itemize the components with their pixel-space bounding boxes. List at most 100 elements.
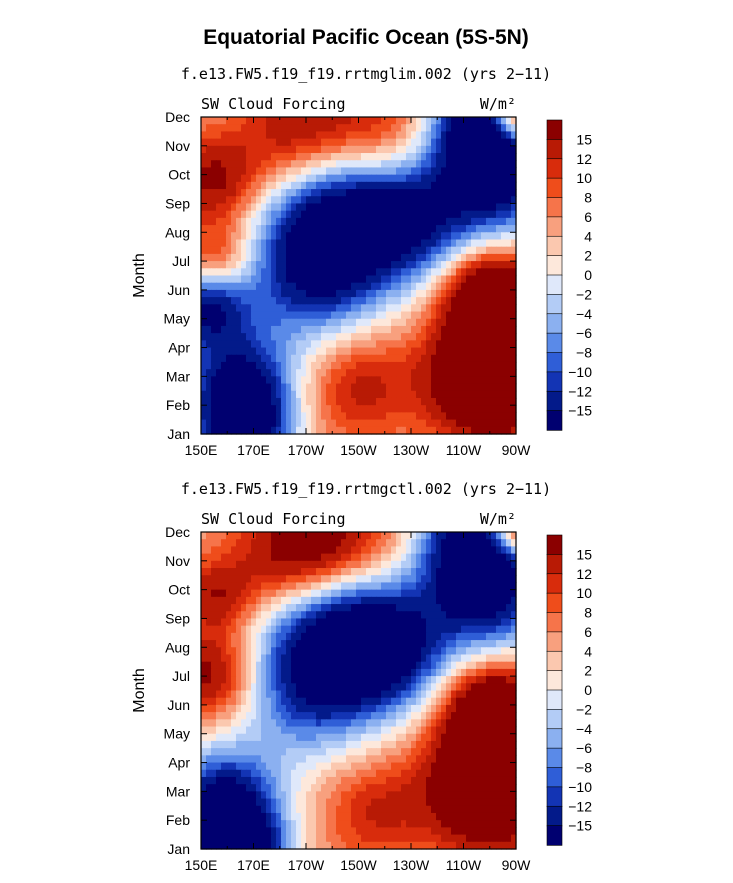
heatmap-cell — [271, 131, 277, 140]
heatmap-cell — [351, 167, 357, 176]
heatmap-cell — [226, 582, 232, 591]
heatmap-cell — [436, 167, 442, 176]
heatmap-cell — [341, 697, 347, 706]
heatmap-cell — [361, 318, 367, 327]
heatmap-cell — [306, 661, 312, 670]
heatmap-cell — [511, 733, 517, 742]
heatmap-cell — [346, 117, 352, 125]
heatmap-cell — [476, 589, 482, 598]
heatmap-cell — [201, 632, 207, 641]
heatmap-cell — [266, 160, 272, 169]
heatmap-cell — [366, 668, 372, 677]
heatmap-cell — [366, 596, 372, 605]
heatmap-cell — [326, 582, 332, 591]
heatmap-cell — [321, 232, 327, 241]
heatmap-cell — [221, 560, 227, 569]
heatmap-cell — [501, 210, 507, 219]
heatmap-cell — [246, 589, 252, 598]
heatmap-cell — [431, 676, 437, 684]
heatmap-cell — [231, 275, 237, 284]
heatmap-cell — [271, 726, 277, 735]
heatmap-cell — [346, 582, 352, 591]
heatmap-cell — [391, 325, 397, 334]
heatmap-cell — [416, 354, 422, 363]
heatmap-cell — [336, 325, 342, 334]
heatmap-cell — [471, 762, 477, 771]
heatmap-cell — [291, 239, 297, 248]
heatmap-cell — [431, 189, 437, 197]
heatmap-cell — [396, 661, 402, 670]
heatmap-cell — [271, 347, 277, 356]
heatmap-cell — [296, 289, 302, 298]
heatmap-cell — [241, 640, 247, 648]
heatmap-cell — [206, 604, 212, 612]
heatmap-cell — [236, 232, 242, 241]
heatmap-cell — [381, 145, 387, 154]
heatmap-cell — [366, 167, 372, 176]
heatmap-cell — [211, 196, 217, 205]
heatmap-cell — [431, 575, 437, 584]
heatmap-cell — [316, 419, 322, 428]
heatmap-cell — [291, 376, 297, 385]
heatmap-cell — [266, 661, 272, 670]
heatmap-cell — [221, 596, 227, 605]
heatmap-cell — [496, 318, 502, 327]
heatmap-cell — [256, 611, 262, 620]
heatmap-cell — [446, 304, 452, 313]
heatmap-cell — [381, 748, 387, 756]
heatmap-cell — [206, 419, 212, 428]
colorbar-label: 10 — [576, 170, 592, 186]
heatmap-cell — [481, 611, 487, 620]
heatmap-cell — [446, 117, 452, 125]
heatmap-cell — [281, 654, 287, 663]
heatmap-cell — [491, 690, 497, 699]
heatmap-cell — [396, 383, 402, 392]
heatmap-cell — [371, 289, 377, 298]
heatmap-cell — [331, 153, 337, 161]
heatmap-cell — [211, 167, 217, 176]
heatmap-cell — [441, 311, 447, 320]
heatmap-cell — [331, 733, 337, 742]
heatmap-cell — [331, 532, 337, 540]
heatmap-cell — [426, 661, 432, 670]
heatmap-cell — [356, 189, 362, 197]
heatmap-cell — [451, 690, 457, 699]
heatmap-cell — [301, 596, 307, 605]
heatmap-cell — [361, 181, 367, 190]
colorbar-label: −2 — [576, 286, 592, 302]
heatmap-cell — [216, 712, 222, 720]
heatmap-cell — [471, 397, 477, 406]
heatmap-cell — [416, 397, 422, 406]
heatmap-cell — [211, 769, 217, 778]
heatmap-cell — [306, 426, 312, 435]
heatmap-cell — [411, 174, 417, 183]
heatmap-cell — [321, 203, 327, 212]
heatmap-cell — [391, 124, 397, 132]
heatmap-cell — [506, 604, 512, 612]
heatmap-cell — [296, 203, 302, 212]
heatmap-cell — [336, 560, 342, 569]
heatmap-cell — [411, 167, 417, 176]
heatmap-cell — [461, 232, 467, 241]
figure-title: Equatorial Pacific Ocean (5S-5N) — [203, 26, 529, 49]
heatmap-cell — [256, 719, 262, 728]
heatmap-cell — [246, 189, 252, 197]
heatmap-cell — [386, 575, 392, 584]
y-tick-label: Feb — [166, 397, 190, 413]
heatmap-cell — [416, 426, 422, 435]
heatmap-cell — [336, 596, 342, 605]
heatmap-cell — [356, 560, 362, 569]
heatmap-cell — [401, 611, 407, 620]
heatmap-cell — [371, 755, 377, 764]
heatmap-cell — [471, 189, 477, 197]
heatmap-cell — [281, 546, 287, 555]
heatmap-cell — [456, 390, 462, 399]
heatmap-cell — [451, 618, 457, 627]
heatmap-cell — [261, 697, 267, 706]
heatmap-cell — [446, 153, 452, 161]
heatmap-cell — [401, 189, 407, 197]
heatmap-cell — [466, 311, 472, 320]
heatmap-cell — [481, 333, 487, 341]
heatmap-cell — [386, 748, 392, 756]
heatmap-cell — [381, 268, 387, 277]
